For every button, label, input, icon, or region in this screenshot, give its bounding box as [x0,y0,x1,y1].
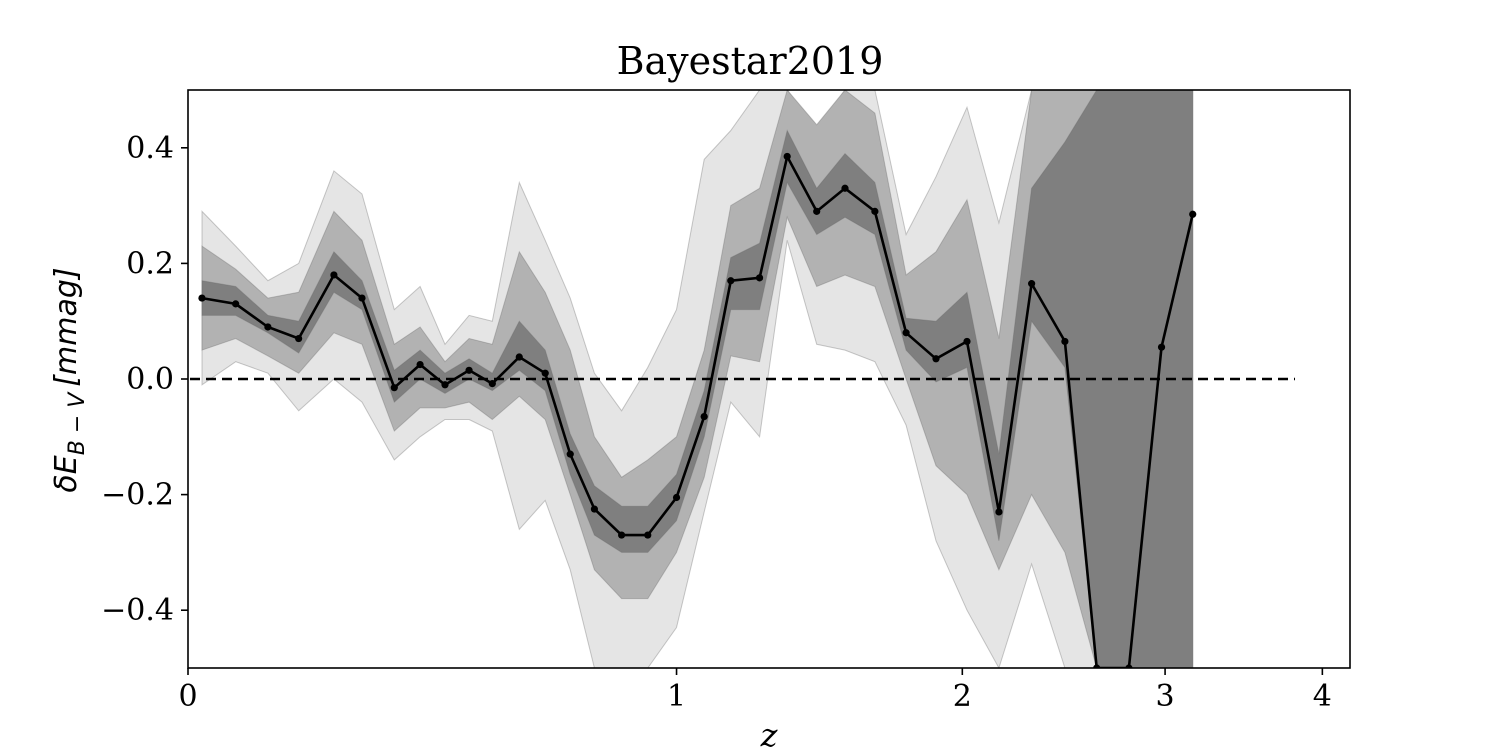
data-point [700,412,708,421]
data-point [515,353,523,361]
chart-title: Bayestar2019 [617,39,884,83]
x-tick-label: 2 [953,679,972,714]
data-point [358,294,366,302]
x-tick-label: 1 [667,679,686,714]
y-tick-label: −0.2 [101,478,174,513]
x-tick-label: 0 [178,679,197,714]
data-point [1028,280,1036,288]
axis-ticks: −0.4 −0.2 0.0 0.2 0.4 0 1 2 3 4 [101,131,1332,714]
data-point [644,531,652,539]
data-point [465,366,473,374]
data-point [871,207,879,215]
data-point [1061,337,1069,346]
data-point [541,369,549,377]
data-point [1189,210,1197,218]
y-axis-label: δEB − V [mmag] [49,267,90,492]
y-label-e: E [49,455,84,474]
y-label-unit: [mmag] [49,267,84,386]
data-point [727,277,735,285]
data-point [264,323,272,331]
y-label-subscript: B − V [65,391,90,456]
data-point [566,450,574,458]
y-tick-label: 0.4 [126,131,174,166]
data-point [198,294,206,302]
x-axis-label: z [760,716,779,750]
data-point [590,505,599,513]
data-point [416,360,424,369]
x-tick-label: 3 [1156,679,1175,714]
data-point [672,493,681,502]
plot-area [188,90,1295,668]
data-point [330,271,338,279]
data-point [813,207,821,215]
data-point [617,531,626,539]
y-tick-label: 0.0 [126,362,174,397]
data-point [232,300,240,308]
data-point [488,380,496,388]
y-tick-label: 0.2 [126,246,174,281]
data-point [783,152,791,161]
data-point [1093,664,1101,668]
data-point [902,329,910,337]
data-point [1125,664,1133,668]
x-tick-label: 4 [1313,679,1332,714]
data-point [755,274,764,282]
data-point [390,384,398,392]
data-point [295,334,303,343]
data-point [932,355,940,363]
y-label-delta: δ [49,474,84,492]
data-point [441,381,449,389]
y-tick-label: −0.4 [101,593,174,628]
data-point [995,508,1003,516]
data-point [841,184,849,192]
band-2-sigma [201,90,1194,668]
data-point [1157,343,1166,351]
data-point [963,337,971,346]
